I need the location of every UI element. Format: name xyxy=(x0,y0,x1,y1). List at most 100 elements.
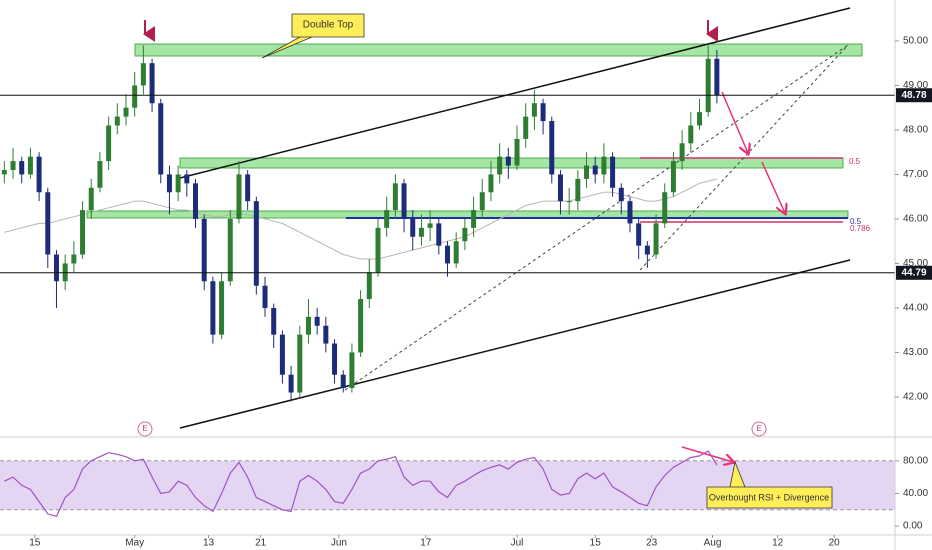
candle-body xyxy=(366,272,372,300)
x-tick-label: 20 xyxy=(829,538,841,549)
earnings-label: E xyxy=(756,424,761,433)
x-tick-label: May xyxy=(125,538,144,549)
candle-body xyxy=(53,254,59,282)
y-tick-label: 48.00 xyxy=(903,125,928,136)
x-tick-label: 15 xyxy=(590,538,602,549)
x-tick-label: 13 xyxy=(203,538,215,549)
candle-body xyxy=(497,156,503,175)
price-badge xyxy=(896,88,932,103)
candle-body xyxy=(10,161,16,170)
candle-body xyxy=(679,143,685,162)
x-tick-label: 15 xyxy=(29,538,41,549)
candle-body xyxy=(618,187,624,202)
candle-body xyxy=(644,245,650,255)
x-tick-label: 17 xyxy=(420,538,432,549)
y-tick-label: 40.00 xyxy=(903,488,928,499)
candle-body xyxy=(653,223,659,255)
callout xyxy=(261,13,365,59)
candle-body xyxy=(1,169,7,175)
x-tick-label: 21 xyxy=(255,538,267,549)
candle-body xyxy=(384,210,390,228)
candle-body xyxy=(245,174,251,202)
candle-body xyxy=(531,103,537,117)
candle-body xyxy=(688,125,694,144)
candle-body xyxy=(201,218,207,282)
x-tick-label: 23 xyxy=(646,538,658,549)
candle-body xyxy=(253,201,259,286)
candle-body xyxy=(140,63,146,86)
earnings-marker xyxy=(137,421,153,437)
candle-body xyxy=(288,374,294,393)
candle-body xyxy=(523,116,529,139)
y-tick-label: 47.00 xyxy=(903,169,928,180)
callout xyxy=(706,460,833,509)
y-tick-label: 49.00 xyxy=(903,80,928,91)
candle-body xyxy=(445,245,450,264)
candle-body xyxy=(410,218,416,237)
price-badge-label: 44.79 xyxy=(901,267,926,278)
y-tick-label: 45.00 xyxy=(903,258,928,269)
zone xyxy=(86,210,849,219)
candle-body xyxy=(401,183,407,219)
candle-body xyxy=(132,85,138,108)
zone xyxy=(179,157,844,169)
callout-text: Double Top xyxy=(303,20,354,31)
price-badge-label: 48.78 xyxy=(901,90,926,101)
candle-body xyxy=(627,201,633,224)
x-tick-label: 12 xyxy=(772,538,784,549)
candle-body xyxy=(670,161,676,193)
moving-average xyxy=(4,178,718,260)
candle-body xyxy=(262,285,268,308)
candle-body xyxy=(184,174,190,184)
price-badge xyxy=(896,265,932,280)
fib-label: 0.786 xyxy=(850,224,871,233)
trendline xyxy=(179,7,851,179)
y-tick-label: 50.00 xyxy=(903,36,928,47)
candle-body xyxy=(662,192,668,224)
candle-body xyxy=(453,241,459,264)
candle-body xyxy=(340,374,346,389)
arrow xyxy=(681,446,733,462)
rsi-line xyxy=(4,450,718,518)
candle-body xyxy=(158,103,164,175)
candle-body xyxy=(193,183,199,219)
y-tick-label: 46.00 xyxy=(903,214,928,225)
candle-body xyxy=(540,103,546,122)
candle-body xyxy=(332,343,338,375)
candle-body xyxy=(418,227,424,237)
candle-body xyxy=(610,156,616,188)
candle-body xyxy=(106,125,112,162)
candle-body xyxy=(601,156,607,175)
candle-body xyxy=(210,281,216,335)
arrow xyxy=(761,161,785,213)
candle-body xyxy=(636,223,642,246)
x-tick-label: Jun xyxy=(331,538,347,549)
candle-body xyxy=(549,121,555,175)
earnings-label: E xyxy=(142,424,147,433)
candle-body xyxy=(314,316,320,326)
candle-body xyxy=(349,352,355,389)
candle-body xyxy=(219,281,225,335)
candle-body xyxy=(358,299,364,353)
x-tick-label: Jul xyxy=(511,538,524,549)
candle-body xyxy=(88,187,94,211)
annotations: Double Top 0.5 0.5 0.786 E E xyxy=(86,7,871,437)
fib-label: 0.5 xyxy=(849,157,861,166)
candle-body xyxy=(436,223,442,246)
marks xyxy=(0,45,895,518)
candle-body xyxy=(471,210,477,228)
candle-body xyxy=(488,174,494,193)
y-tick-label: 42.00 xyxy=(903,392,928,403)
candle-body xyxy=(175,174,181,193)
candle-body xyxy=(236,174,242,219)
candle-body xyxy=(575,178,581,202)
candle-body xyxy=(705,58,711,113)
axes: 42.00 43.00 44.00 45.00 46.00 47.00 48.00 49.00… xyxy=(29,36,932,549)
rsi-annotations: Overbought RSI + Divergence xyxy=(681,446,833,509)
candle-body xyxy=(19,161,25,175)
arrow xyxy=(721,91,748,153)
y-tick-label: 0.00 xyxy=(903,521,923,532)
candle-body xyxy=(375,227,381,273)
